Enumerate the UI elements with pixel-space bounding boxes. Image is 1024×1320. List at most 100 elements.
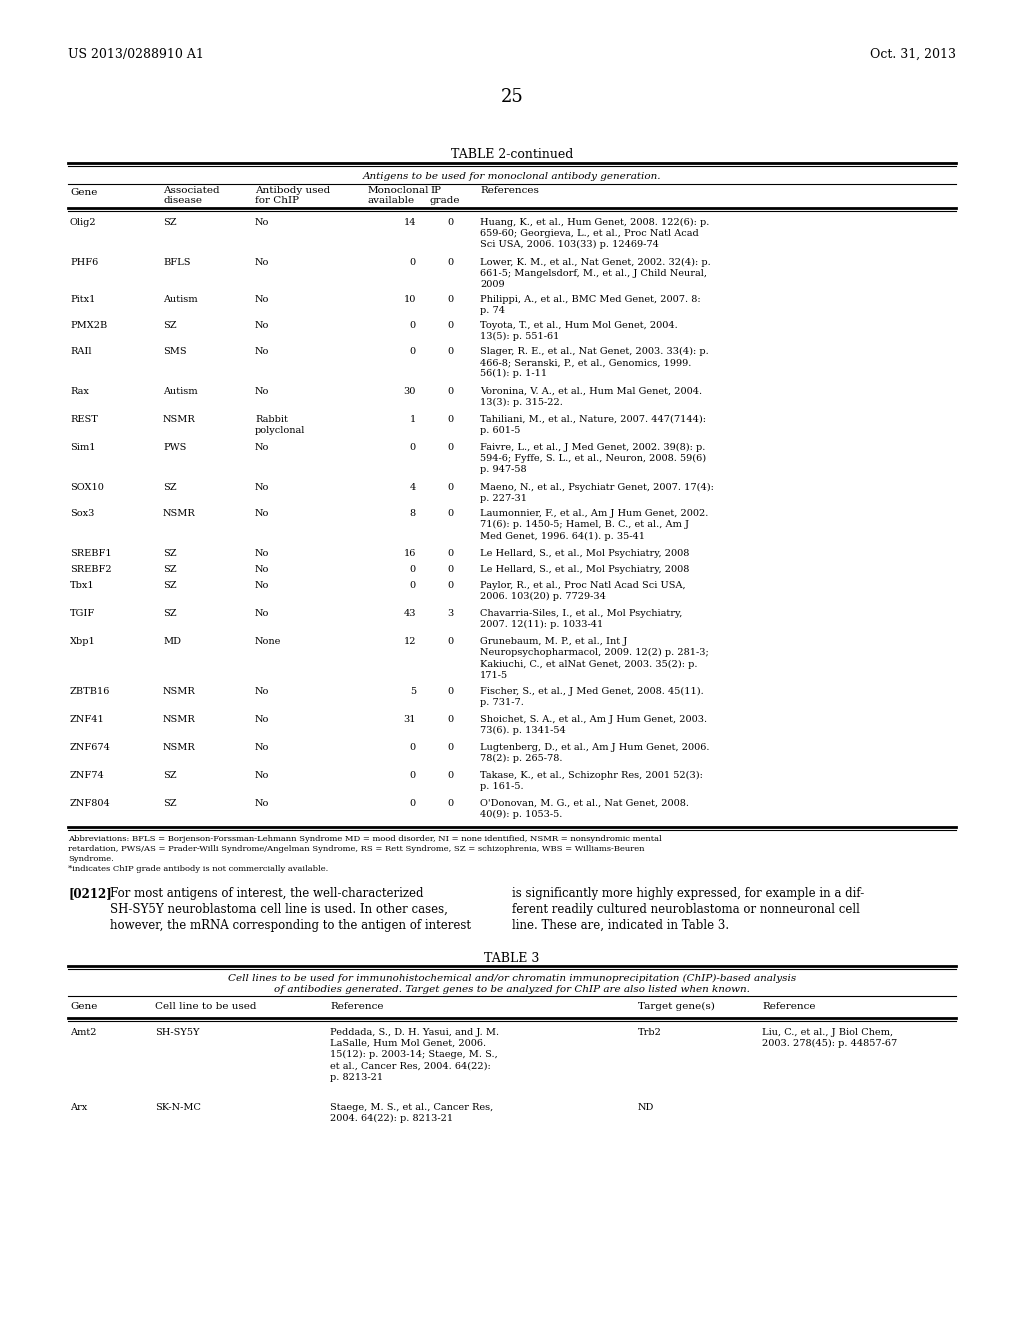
Text: grade: grade (430, 195, 461, 205)
Text: SREBF2: SREBF2 (70, 565, 112, 574)
Text: 31: 31 (403, 715, 416, 723)
Text: [0212]: [0212] (68, 887, 112, 900)
Text: No: No (255, 771, 269, 780)
Text: RAIl: RAIl (70, 347, 91, 356)
Text: 30: 30 (403, 387, 416, 396)
Text: For most antigens of interest, the well-characterized
SH-SY5Y neuroblastoma cell: For most antigens of interest, the well-… (110, 887, 471, 932)
Text: NSMR: NSMR (163, 715, 196, 723)
Text: 0: 0 (447, 799, 454, 808)
Text: Arx: Arx (70, 1104, 87, 1111)
Text: No: No (255, 257, 269, 267)
Text: 12: 12 (403, 638, 416, 645)
Text: NSMR: NSMR (163, 686, 196, 696)
Text: No: No (255, 294, 269, 304)
Text: SK-N-MC: SK-N-MC (155, 1104, 201, 1111)
Text: 0: 0 (447, 414, 454, 424)
Text: No: No (255, 715, 269, 723)
Text: Philippi, A., et al., BMC Med Genet, 2007. 8:
p. 74: Philippi, A., et al., BMC Med Genet, 200… (480, 294, 700, 315)
Text: Antigens to be used for monoclonal antibody generation.: Antigens to be used for monoclonal antib… (362, 172, 662, 181)
Text: No: No (255, 581, 269, 590)
Text: Grunebaum, M. P., et al., Int J
Neuropsychopharmacol, 2009. 12(2) p. 281-3;
Kaki: Grunebaum, M. P., et al., Int J Neuropsy… (480, 638, 709, 680)
Text: Toyota, T., et al., Hum Mol Genet, 2004.
13(5): p. 551-61: Toyota, T., et al., Hum Mol Genet, 2004.… (480, 321, 678, 342)
Text: ZNF804: ZNF804 (70, 799, 111, 808)
Text: TGIF: TGIF (70, 609, 95, 618)
Text: 25: 25 (501, 88, 523, 106)
Text: 0: 0 (447, 743, 454, 752)
Text: ND: ND (638, 1104, 654, 1111)
Text: ZBTB16: ZBTB16 (70, 686, 111, 696)
Text: SZ: SZ (163, 799, 176, 808)
Text: References: References (480, 186, 539, 195)
Text: SZ: SZ (163, 609, 176, 618)
Text: disease: disease (163, 195, 202, 205)
Text: Autism: Autism (163, 294, 198, 304)
Text: Liu, C., et al., J Biol Chem,
2003. 278(45): p. 44857-67: Liu, C., et al., J Biol Chem, 2003. 278(… (762, 1028, 897, 1048)
Text: NSMR: NSMR (163, 414, 196, 424)
Text: is significantly more highly expressed, for example in a dif-
ferent readily cul: is significantly more highly expressed, … (512, 887, 864, 932)
Text: Pitx1: Pitx1 (70, 294, 95, 304)
Text: PMX2B: PMX2B (70, 321, 108, 330)
Text: SZ: SZ (163, 321, 176, 330)
Text: 14: 14 (403, 218, 416, 227)
Text: Peddada, S., D. H. Yasui, and J. M.
LaSalle, Hum Mol Genet, 2006.
15(12): p. 200: Peddada, S., D. H. Yasui, and J. M. LaSa… (330, 1028, 499, 1081)
Text: SOX10: SOX10 (70, 483, 103, 492)
Text: Faivre, L., et al., J Med Genet, 2002. 39(8): p.
594-6; Fyffe, S. L., et al., Ne: Faivre, L., et al., J Med Genet, 2002. 3… (480, 444, 707, 474)
Text: for ChIP: for ChIP (255, 195, 299, 205)
Text: Fischer, S., et al., J Med Genet, 2008. 45(11).
p. 731-7.: Fischer, S., et al., J Med Genet, 2008. … (480, 686, 703, 708)
Text: 0: 0 (410, 257, 416, 267)
Text: Cell lines to be used for immunohistochemical and/or chromatin immunoprecipitati: Cell lines to be used for immunohistoche… (228, 974, 796, 983)
Text: retardation, PWS/AS = Prader-Willi Syndrome/Angelman Syndrome, RS = Rett Syndrom: retardation, PWS/AS = Prader-Willi Syndr… (68, 845, 644, 853)
Text: ZNF74: ZNF74 (70, 771, 104, 780)
Text: 0: 0 (447, 257, 454, 267)
Text: Chavarria-Siles, I., et al., Mol Psychiatry,
2007. 12(11): p. 1033-41: Chavarria-Siles, I., et al., Mol Psychia… (480, 609, 682, 630)
Text: 10: 10 (403, 294, 416, 304)
Text: Trb2: Trb2 (638, 1028, 662, 1038)
Text: No: No (255, 218, 269, 227)
Text: MD: MD (163, 638, 181, 645)
Text: Antibody used: Antibody used (255, 186, 331, 195)
Text: ZNF674: ZNF674 (70, 743, 111, 752)
Text: 0: 0 (447, 444, 454, 451)
Text: 0: 0 (447, 387, 454, 396)
Text: Monoclonal: Monoclonal (368, 186, 429, 195)
Text: PWS: PWS (163, 444, 186, 451)
Text: No: No (255, 483, 269, 492)
Text: 0: 0 (447, 686, 454, 696)
Text: 0: 0 (410, 565, 416, 574)
Text: Tbx1: Tbx1 (70, 581, 94, 590)
Text: No: No (255, 565, 269, 574)
Text: No: No (255, 609, 269, 618)
Text: SH-SY5Y: SH-SY5Y (155, 1028, 200, 1038)
Text: 0: 0 (410, 799, 416, 808)
Text: Maeno, N., et al., Psychiatr Genet, 2007. 17(4):
p. 227-31: Maeno, N., et al., Psychiatr Genet, 2007… (480, 483, 714, 503)
Text: Rax: Rax (70, 387, 89, 396)
Text: 0: 0 (447, 715, 454, 723)
Text: TABLE 2-continued: TABLE 2-continued (451, 148, 573, 161)
Text: No: No (255, 387, 269, 396)
Text: Amt2: Amt2 (70, 1028, 96, 1038)
Text: No: No (255, 549, 269, 558)
Text: Staege, M. S., et al., Cancer Res,
2004. 64(22): p. 8213-21: Staege, M. S., et al., Cancer Res, 2004.… (330, 1104, 494, 1123)
Text: 0: 0 (447, 581, 454, 590)
Text: Gene: Gene (70, 1002, 97, 1011)
Text: O'Donovan, M. G., et al., Nat Genet, 2008.
40(9): p. 1053-5.: O'Donovan, M. G., et al., Nat Genet, 200… (480, 799, 689, 820)
Text: Xbp1: Xbp1 (70, 638, 96, 645)
Text: 0: 0 (447, 638, 454, 645)
Text: 0: 0 (410, 743, 416, 752)
Text: Abbreviations: BFLS = Borjenson-Forssman-Lehmann Syndrome MD = mood disorder, NI: Abbreviations: BFLS = Borjenson-Forssman… (68, 836, 662, 843)
Text: Target gene(s): Target gene(s) (638, 1002, 715, 1011)
Text: Lugtenberg, D., et al., Am J Hum Genet, 2006.
78(2): p. 265-78.: Lugtenberg, D., et al., Am J Hum Genet, … (480, 743, 710, 763)
Text: SZ: SZ (163, 483, 176, 492)
Text: Paylor, R., et al., Proc Natl Acad Sci USA,
2006. 103(20) p. 7729-34: Paylor, R., et al., Proc Natl Acad Sci U… (480, 581, 686, 602)
Text: SZ: SZ (163, 565, 176, 574)
Text: 0: 0 (410, 347, 416, 356)
Text: SZ: SZ (163, 549, 176, 558)
Text: Le Hellard, S., et al., Mol Psychiatry, 2008: Le Hellard, S., et al., Mol Psychiatry, … (480, 565, 689, 574)
Text: NSMR: NSMR (163, 510, 196, 517)
Text: 0: 0 (447, 510, 454, 517)
Text: No: No (255, 321, 269, 330)
Text: 4: 4 (410, 483, 416, 492)
Text: No: No (255, 686, 269, 696)
Text: Cell line to be used: Cell line to be used (155, 1002, 256, 1011)
Text: Syndrome.: Syndrome. (68, 855, 114, 863)
